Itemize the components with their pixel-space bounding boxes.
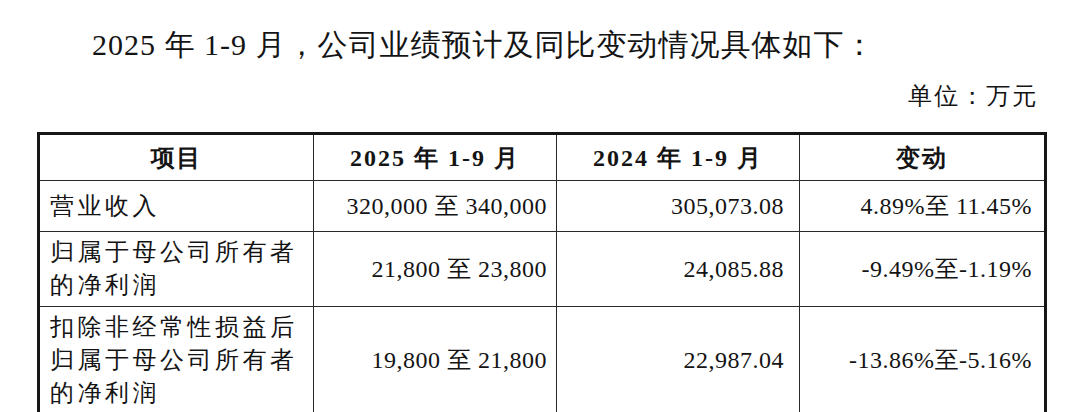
cell-2025-value: 19,800 至 21,800 [314, 307, 557, 412]
cell-change-value: 4.89%至 11.45% [800, 181, 1046, 232]
header-cell-2024: 2024 年 1-9 月 [557, 134, 800, 181]
cell-item: 扣除非经常性损益后归属于母公司所有者的净利润 [39, 307, 314, 412]
cell-2024-value: 24,085.88 [557, 232, 800, 307]
cell-2024-value: 22,987.04 [557, 307, 800, 412]
header-cell-item: 项目 [39, 134, 314, 181]
document-page: 2025 年 1-9 月，公司业绩预计及同比变动情况具体如下： 单位：万元 项目… [0, 0, 1080, 412]
table-header-row: 项目 2025 年 1-9 月 2024 年 1-9 月 变动 [39, 134, 1046, 181]
header-cell-change: 变动 [800, 134, 1046, 181]
page-title: 2025 年 1-9 月，公司业绩预计及同比变动情况具体如下： [92, 26, 876, 64]
cell-2024-value: 305,073.08 [557, 181, 800, 232]
table-row-net-profit-excl-nonrecurring: 扣除非经常性损益后归属于母公司所有者的净利润 19,800 至 21,800 2… [39, 307, 1046, 412]
performance-forecast-table: 项目 2025 年 1-9 月 2024 年 1-9 月 变动 营业收入 320… [37, 132, 1047, 412]
cell-2025-value: 320,000 至 340,000 [314, 181, 557, 232]
header-cell-2025: 2025 年 1-9 月 [314, 134, 557, 181]
unit-label: 单位：万元 [908, 80, 1038, 112]
cell-change-value: -9.49%至-1.19% [800, 232, 1046, 307]
cell-2025-value: 21,800 至 23,800 [314, 232, 557, 307]
cell-item: 归属于母公司所有者的净利润 [39, 232, 314, 307]
table-row-net-profit: 归属于母公司所有者的净利润 21,800 至 23,800 24,085.88 … [39, 232, 1046, 307]
cell-change-value: -13.86%至-5.16% [800, 307, 1046, 412]
table-row-revenue: 营业收入 320,000 至 340,000 305,073.08 4.89%至… [39, 181, 1046, 232]
cell-item: 营业收入 [39, 181, 314, 232]
